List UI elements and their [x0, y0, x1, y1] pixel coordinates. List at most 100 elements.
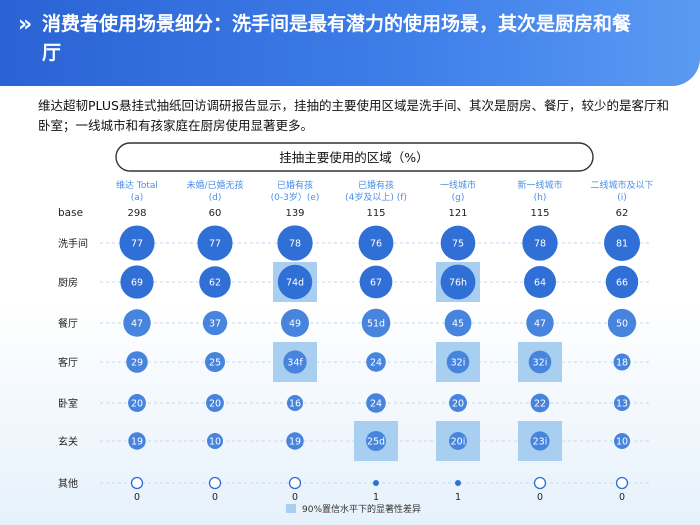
data-bubble	[366, 352, 386, 372]
data-bubble	[277, 264, 313, 300]
base-value: 139	[285, 208, 304, 219]
column-header-name: 维达 Total	[116, 179, 158, 191]
data-bubble	[614, 433, 630, 449]
data-label: 49	[289, 319, 301, 330]
data-bubble	[287, 395, 303, 411]
data-label: 24	[370, 399, 382, 410]
data-bubble	[358, 225, 394, 261]
data-bubble	[202, 310, 228, 336]
column-header-name: 二线城市及以下	[590, 179, 653, 191]
column-header-name: 已婚有孩	[358, 179, 394, 191]
data-bubble	[604, 225, 640, 261]
data-bubble	[286, 432, 304, 450]
data-bubble	[440, 264, 476, 300]
data-bubble	[615, 476, 629, 490]
base-value: 298	[127, 208, 146, 219]
data-bubble	[120, 265, 154, 299]
data-label: 20	[209, 399, 221, 410]
data-bubble	[288, 476, 302, 490]
data-bubble	[361, 308, 391, 338]
chart-title: 挂抽主要使用的区域（%）	[279, 150, 428, 165]
data-bubble	[123, 309, 151, 337]
row-label: 厨房	[58, 276, 78, 289]
data-label: 20	[452, 399, 464, 410]
column-header-code: (a)	[131, 193, 144, 203]
data-bubble	[449, 394, 467, 412]
data-label: 24	[370, 358, 382, 369]
data-label: 78	[534, 239, 546, 250]
data-bubble	[281, 309, 309, 337]
data-bubble	[449, 432, 467, 450]
column-header-code: (d)	[209, 193, 222, 203]
column-header-code: (i)	[617, 193, 627, 203]
data-bubble	[533, 476, 547, 490]
data-label: 22	[534, 399, 546, 410]
data-bubble	[119, 225, 155, 261]
data-bubble	[128, 394, 146, 412]
data-label: 20i	[451, 437, 466, 448]
data-label: 76h	[449, 278, 467, 289]
data-label: 29	[131, 358, 143, 369]
data-label: 0	[292, 492, 298, 503]
data-bubble	[207, 433, 223, 449]
data-bubble	[197, 225, 233, 261]
data-label: 47	[534, 319, 546, 330]
row-label: 卧室	[58, 397, 78, 410]
data-label: 76	[370, 239, 382, 250]
data-label: 77	[209, 239, 221, 250]
data-label: 10	[209, 437, 221, 448]
row-label: 餐厅	[58, 317, 78, 330]
data-bubble	[530, 431, 550, 451]
data-bubble	[446, 350, 470, 374]
data-label: 64	[534, 278, 546, 289]
intro-paragraph: 维达超韧PLUS悬挂式抽纸回访调研报告显示，挂抽的主要使用区域是洗手间、其次是厨…	[38, 98, 669, 133]
base-value: 115	[530, 208, 549, 219]
chart-title-box	[115, 142, 594, 172]
page-title: 消费者使用场景细分：洗手间是最有潜力的使用场景，其次是厨房和餐厅	[42, 13, 632, 64]
column-header-name: 一线城市	[440, 179, 476, 191]
data-label: 77	[131, 239, 143, 250]
data-bubble	[607, 308, 637, 338]
column-header-name: 未婚/已婚无孩	[186, 179, 243, 191]
data-bubble	[440, 225, 476, 261]
background-fade	[0, 300, 700, 525]
row-label: 客厅	[58, 356, 78, 369]
data-bubble	[205, 352, 225, 372]
data-bubble	[613, 353, 631, 371]
base-value: 60	[209, 208, 222, 219]
data-label: 10	[616, 437, 628, 448]
data-bubble	[526, 309, 554, 337]
data-bubble	[373, 480, 379, 486]
data-bubble	[206, 394, 224, 412]
column-header-code: (g)	[452, 193, 465, 203]
header-banner: » 消费者使用场景细分：洗手间是最有潜力的使用场景，其次是厨房和餐厅	[0, 0, 700, 86]
data-label: 69	[131, 278, 143, 289]
data-label: 19	[289, 437, 301, 448]
data-bubble	[128, 432, 146, 450]
data-label: 62	[209, 278, 221, 289]
data-label: 78	[289, 239, 301, 250]
data-label: 32i	[533, 358, 548, 369]
data-label: 23i	[533, 437, 548, 448]
column-header-code: (4岁及以上) (f)	[345, 191, 407, 203]
row-label: 玄关	[58, 435, 78, 448]
data-label: 18	[616, 358, 628, 369]
data-label: 50	[616, 319, 628, 330]
data-bubble	[530, 393, 550, 413]
base-value: 121	[448, 208, 467, 219]
data-bubble	[605, 265, 639, 299]
data-label: 0	[537, 492, 543, 503]
data-label: 19	[131, 437, 143, 448]
data-bubble	[277, 225, 313, 261]
data-label: 37	[209, 319, 221, 330]
row-label: 洗手间	[58, 237, 88, 250]
data-label: 51d	[367, 319, 385, 330]
data-label: 0	[212, 492, 218, 503]
data-label: 47	[131, 319, 143, 330]
data-label: 16	[289, 399, 301, 410]
data-label: 45	[452, 319, 464, 330]
data-bubble	[524, 266, 556, 298]
column-header-name: 已婚有孩	[277, 179, 313, 191]
data-bubble	[130, 476, 144, 490]
